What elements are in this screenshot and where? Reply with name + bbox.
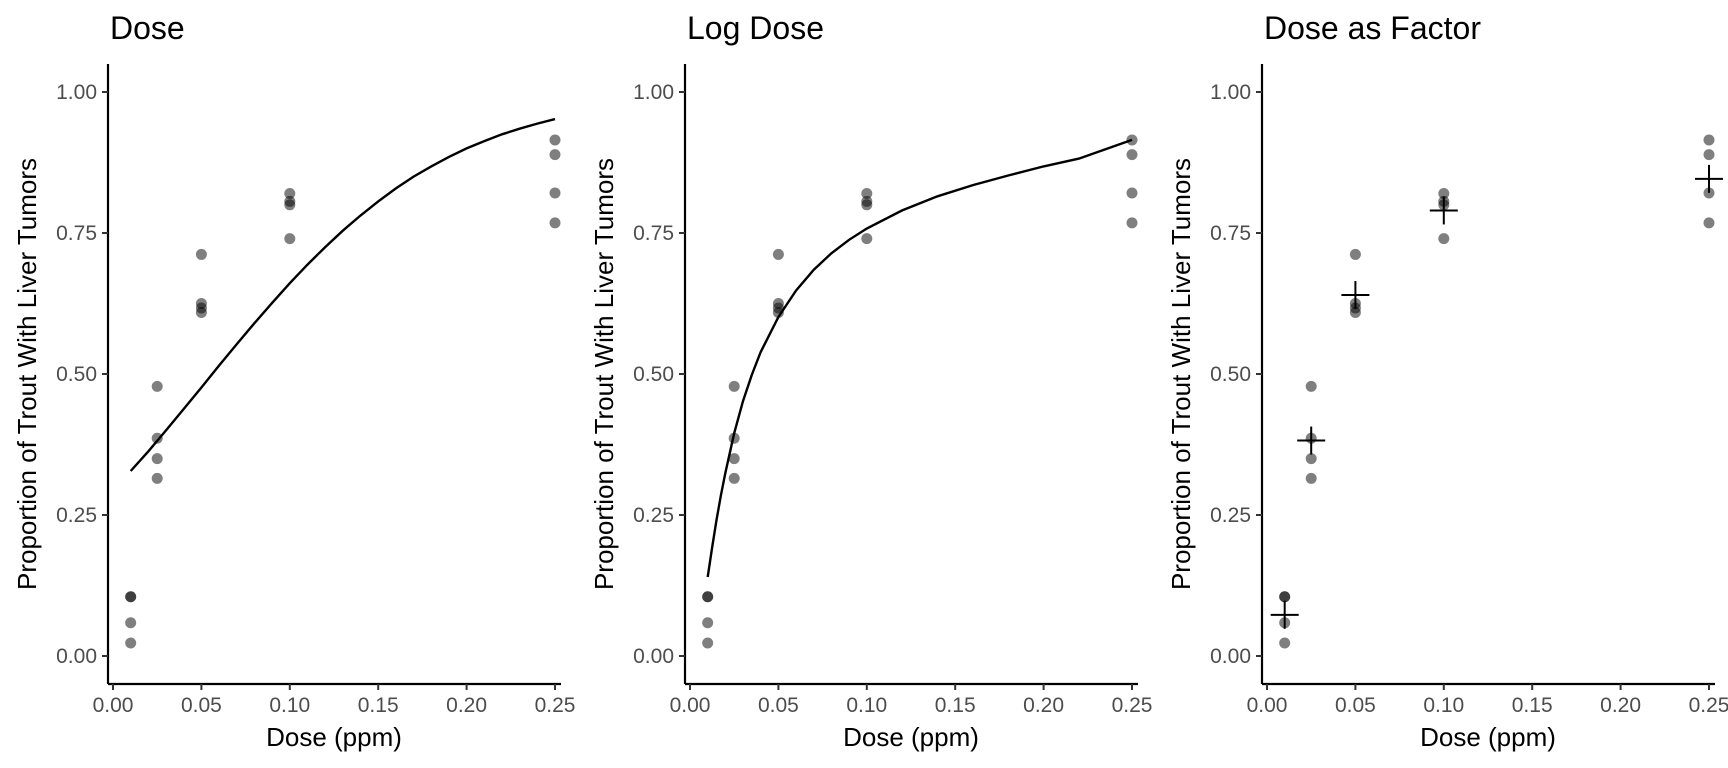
chart-panel-1: Dose 0.00 0.25 0.50 0.75 1.00 0.00 0.05 0.10 0.15…: [12, 10, 575, 752]
group-mean-marker: [1297, 426, 1326, 455]
group-mean-marker: [1695, 164, 1723, 193]
data-point: [1349, 248, 1361, 260]
y-tick-label: 0.25: [633, 504, 674, 527]
x-tick-label: 0.10: [1423, 694, 1464, 717]
y-tick-label: 0.00: [633, 645, 674, 668]
chart-title: Log Dose: [687, 10, 824, 46]
data-point: [151, 380, 163, 392]
data-point: [1703, 187, 1715, 199]
data-point: [284, 233, 296, 245]
x-tick-label: 0.20: [1023, 694, 1064, 717]
data-point: [1349, 307, 1361, 319]
data-point: [125, 591, 137, 603]
x-axis-label: Dose (ppm): [1420, 722, 1556, 752]
data-point: [549, 149, 561, 161]
x-tick-label: 0.15: [935, 694, 976, 717]
x-tick-label: 0.05: [1335, 694, 1376, 717]
x-tick-label: 0.05: [758, 694, 799, 717]
data-point: [1279, 637, 1291, 649]
y-tick-label: 0.50: [633, 363, 674, 386]
data-point: [1126, 149, 1138, 161]
x-tick-label: 0.00: [1247, 694, 1288, 717]
x-axis-label: Dose (ppm): [843, 722, 979, 752]
data-point: [1126, 187, 1138, 199]
x-tick-label: 0.10: [269, 694, 310, 717]
data-point: [195, 248, 207, 260]
fitted-curve: [129, 117, 556, 472]
chart-panel-2: Log Dose 0.00 0.25 0.50 0.75 1.00 0.00 0.05 0.10…: [589, 10, 1152, 752]
data-point: [702, 591, 714, 603]
data-point: [861, 199, 873, 211]
data-point: [151, 472, 163, 484]
data-point: [702, 617, 714, 629]
data-point: [125, 637, 137, 649]
fitted-curve: [706, 138, 1133, 578]
x-tick-label: 0.25: [1689, 694, 1728, 717]
data-point: [702, 637, 714, 649]
data-point: [549, 187, 561, 199]
group-mean-marker: [1429, 196, 1458, 225]
data-point: [772, 248, 784, 260]
chart-title: Dose as Factor: [1264, 10, 1481, 46]
y-tick-label: 0.25: [1210, 504, 1251, 527]
data-point: [1703, 217, 1715, 229]
data-point: [1126, 217, 1138, 229]
data-point: [728, 380, 740, 392]
data-point: [728, 453, 740, 465]
chart-panel-3: Dose as Factor 0.00 0.25 0.50 0.75 1.00 0.00 0.…: [1166, 10, 1728, 752]
x-tick-label: 0.00: [93, 694, 134, 717]
x-tick-label: 0.15: [1512, 694, 1553, 717]
data-point: [861, 233, 873, 245]
y-axis-label: Proportion of Trout With Liver Tumors: [12, 158, 42, 590]
data-point: [151, 432, 163, 444]
y-tick-label: 1.00: [633, 81, 674, 104]
x-tick-label: 0.10: [846, 694, 887, 717]
data-point: [1438, 188, 1450, 200]
data-point: [861, 188, 873, 200]
data-point: [549, 134, 561, 146]
x-tick-label: 0.20: [1600, 694, 1641, 717]
y-tick-label: 1.00: [56, 81, 97, 104]
y-tick-label: 0.25: [56, 504, 97, 527]
y-tick-label: 0.75: [1210, 222, 1251, 245]
data-point: [1305, 453, 1317, 465]
data-point: [1703, 134, 1715, 146]
y-tick-label: 1.00: [1210, 81, 1251, 104]
y-tick-label: 0.50: [1210, 363, 1251, 386]
y-axis-label: Proportion of Trout With Liver Tumors: [589, 158, 619, 590]
data-point: [1438, 233, 1450, 245]
y-axis-label: Proportion of Trout With Liver Tumors: [1166, 158, 1196, 590]
data-point: [195, 307, 207, 319]
x-tick-label: 0.05: [181, 694, 222, 717]
data-point: [772, 307, 784, 319]
data-point: [125, 617, 137, 629]
y-tick-label: 0.00: [56, 645, 97, 668]
data-point: [549, 217, 561, 229]
data-point: [728, 472, 740, 484]
y-tick-label: 0.75: [56, 222, 97, 245]
data-point: [151, 453, 163, 465]
x-tick-label: 0.25: [1112, 694, 1153, 717]
data-point: [728, 432, 740, 444]
data-point: [1703, 149, 1715, 161]
x-tick-label: 0.20: [446, 694, 487, 717]
group-mean-marker: [1270, 600, 1299, 629]
x-tick-label: 0.25: [535, 694, 576, 717]
y-tick-label: 0.75: [633, 222, 674, 245]
group-mean-marker: [1341, 281, 1370, 310]
y-tick-label: 0.00: [1210, 645, 1251, 668]
data-point: [284, 199, 296, 211]
data-point: [284, 188, 296, 200]
x-tick-label: 0.00: [670, 694, 711, 717]
data-point: [1305, 380, 1317, 392]
chart-title: Dose: [110, 10, 185, 46]
data-point: [1279, 591, 1291, 603]
y-tick-label: 0.50: [56, 363, 97, 386]
data-point: [1126, 134, 1138, 146]
x-tick-label: 0.15: [358, 694, 399, 717]
x-axis-label: Dose (ppm): [266, 722, 402, 752]
data-point: [1305, 472, 1317, 484]
